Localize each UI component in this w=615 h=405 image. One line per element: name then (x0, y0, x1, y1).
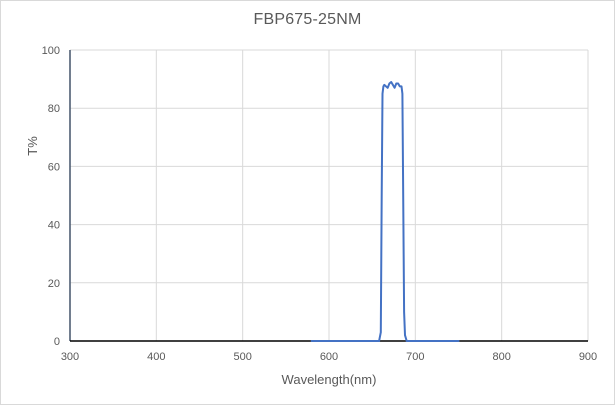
x-tick-label: 600 (320, 351, 338, 363)
x-tick-label: 300 (61, 351, 79, 363)
y-tick-label: 60 (48, 161, 60, 173)
transmission-curve (310, 81, 460, 342)
x-tick-label: 900 (579, 351, 597, 363)
data-series (310, 81, 460, 342)
y-axis-title: T% (25, 136, 40, 156)
y-tick-label: 0 (54, 336, 60, 348)
y-tick-label: 20 (48, 278, 60, 290)
y-tick-label: 100 (42, 45, 60, 57)
gridlines (70, 49, 589, 341)
x-tick-label: 500 (233, 351, 251, 363)
tick-labels: 300 400 500 600 700 800 900 0 20 40 60 80 100 (42, 45, 598, 363)
x-tick-label: 700 (406, 351, 424, 363)
chart-title: FBP675-25NM (253, 11, 362, 28)
y-tick-label: 80 (48, 103, 60, 115)
x-axis-title: Wavelength(nm) (282, 372, 377, 387)
x-tick-label: 800 (492, 351, 510, 363)
y-tick-label: 40 (48, 220, 60, 232)
x-tick-label: 400 (147, 351, 165, 363)
